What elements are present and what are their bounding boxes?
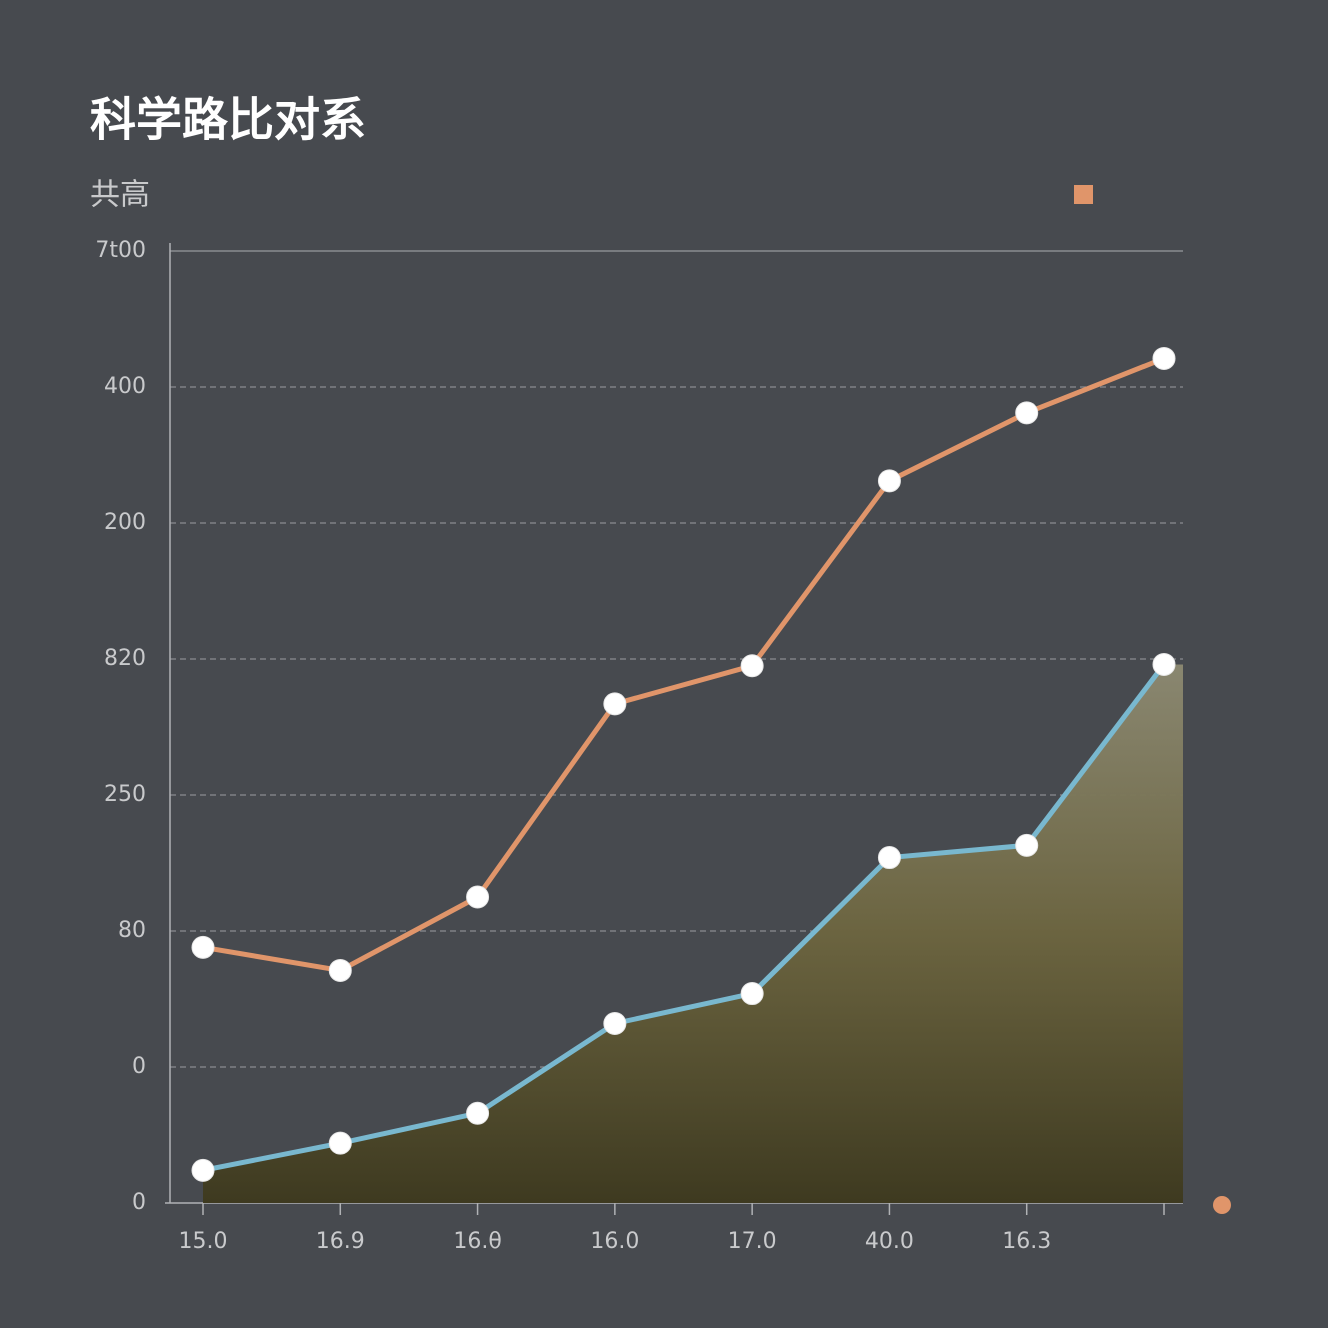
chart-title: 科学路比对系 xyxy=(90,93,366,147)
y-tick-label: 0 xyxy=(132,1054,146,1079)
y-tick-label: 80 xyxy=(118,918,146,943)
line xyxy=(202,662,1166,1173)
y-tick-label: 250 xyxy=(104,782,146,807)
y-tick-label: 0 xyxy=(132,1190,146,1215)
data-point xyxy=(1015,401,1039,425)
data-point xyxy=(877,469,901,493)
data-point xyxy=(328,1131,352,1155)
data-point xyxy=(740,654,764,678)
data-point xyxy=(1152,346,1176,370)
area xyxy=(203,664,1183,1203)
data-point xyxy=(466,1101,490,1125)
x-tick-label: 16.3 xyxy=(1002,1229,1051,1254)
data-point xyxy=(740,982,764,1006)
data-point xyxy=(1152,652,1176,676)
y-tick-label: 820 xyxy=(104,646,146,671)
data-point xyxy=(466,885,490,909)
x-tick-label: 16.9 xyxy=(316,1229,365,1254)
data-point xyxy=(603,1011,627,1035)
legend-marker xyxy=(1074,185,1093,204)
x-tick-label: 17.0 xyxy=(728,1229,777,1254)
data-point xyxy=(877,846,901,870)
line xyxy=(202,356,1165,973)
y-tick-label: 400 xyxy=(104,374,146,399)
data-point xyxy=(1015,833,1039,857)
legend-marker xyxy=(1213,1196,1231,1214)
x-tick-label: 16.θ xyxy=(453,1229,501,1254)
chart-subtitle: 共高 xyxy=(90,178,150,213)
x-tick-label: 16.0 xyxy=(590,1229,639,1254)
x-tick-label: 15.0 xyxy=(179,1229,228,1254)
data-point xyxy=(191,1158,215,1182)
data-point xyxy=(191,935,215,959)
y-tick-label: 7t00 xyxy=(95,238,146,263)
data-point xyxy=(328,958,352,982)
x-tick-label: 40.0 xyxy=(865,1229,914,1254)
y-tick-label: 200 xyxy=(104,510,146,535)
data-point xyxy=(603,692,627,716)
